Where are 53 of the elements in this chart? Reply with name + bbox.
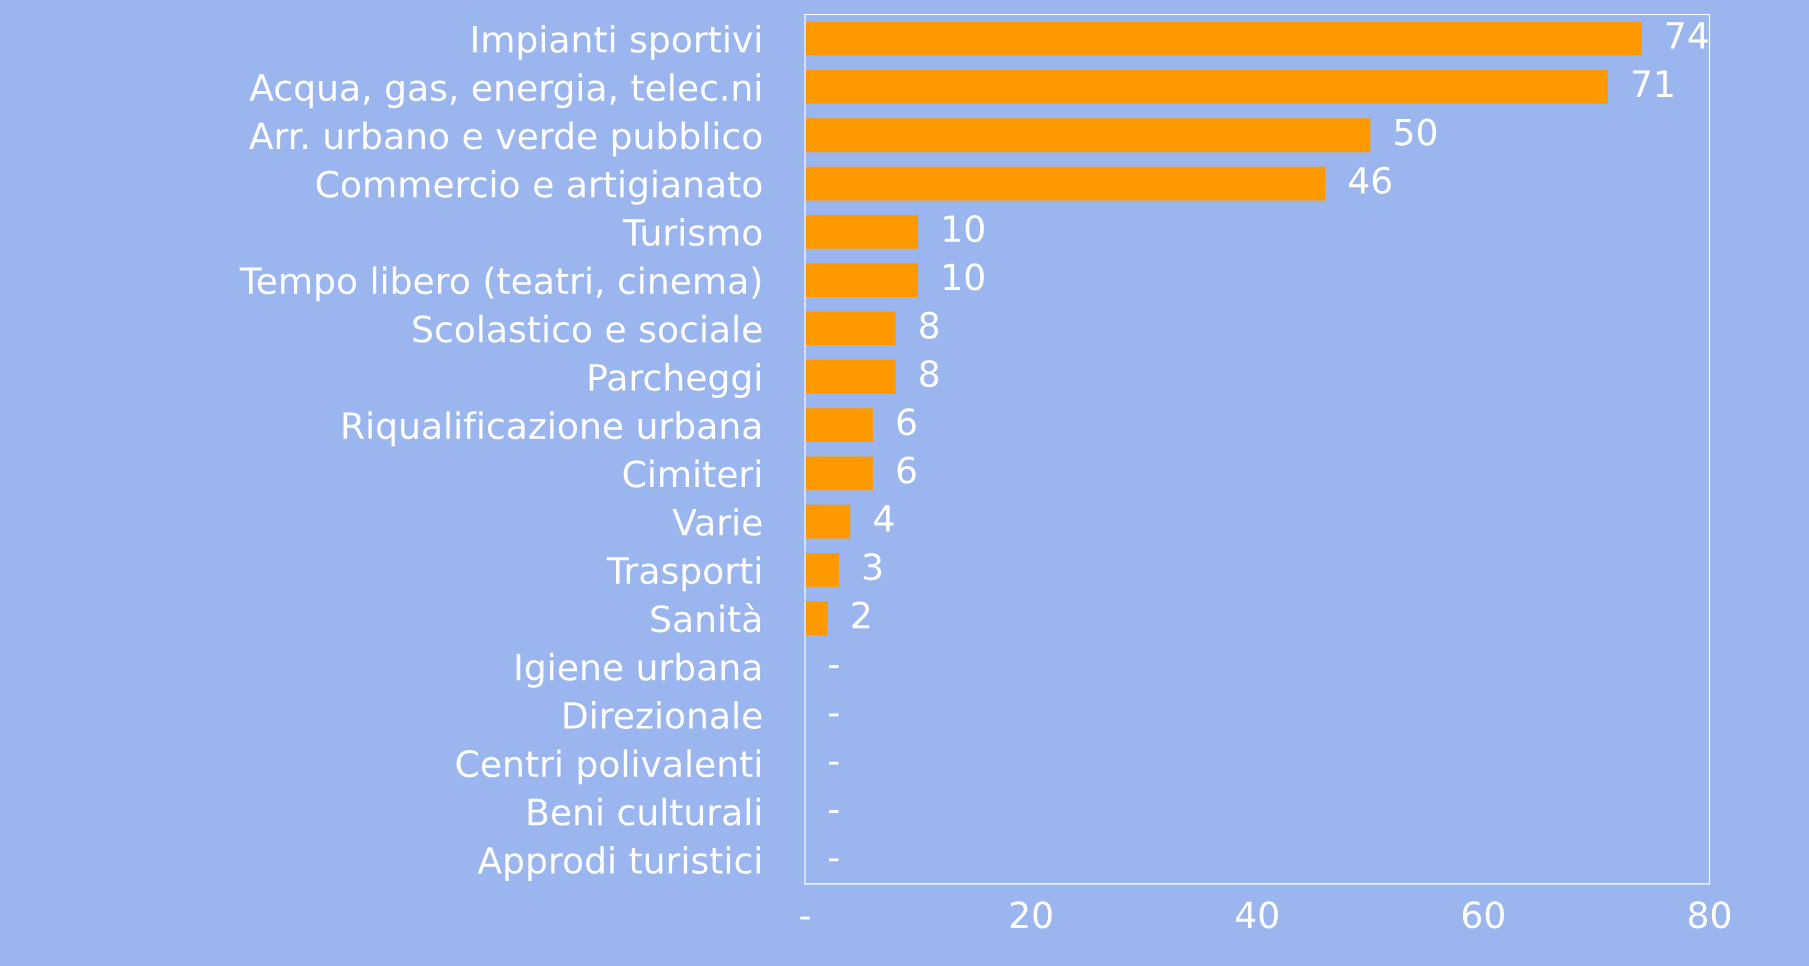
data-label: 10 — [944, 215, 984, 243]
data-label: 10 — [944, 263, 984, 291]
data-label: 46 — [1349, 166, 1391, 195]
y-tick-label: Cimiteri — [623, 459, 760, 488]
data-label: - — [828, 665, 839, 669]
y-tick-label: Tempo libero (teatri, cinema) — [239, 266, 761, 302]
data-label: 8 — [920, 311, 939, 339]
y-tick-label: Acqua, gas, energia, telec.ni — [249, 73, 760, 109]
data-label: 6 — [897, 456, 916, 484]
bar — [805, 70, 1608, 104]
y-tick-label: Commercio e artigianato — [316, 169, 762, 205]
bar — [805, 214, 919, 249]
bar — [805, 166, 1326, 201]
y-tick-label: Riqualificazione urbana — [343, 411, 761, 447]
data-label: - — [828, 858, 839, 862]
x-tick-label: 20 — [1010, 901, 1052, 929]
y-tick-label: Impianti sportivi — [473, 24, 760, 60]
bar — [805, 311, 896, 346]
x-tick-label: 80 — [1688, 901, 1731, 929]
bar — [805, 21, 1642, 56]
x-tick-label: 60 — [1462, 901, 1504, 929]
data-label: 74 — [1666, 22, 1708, 49]
bar — [805, 553, 839, 587]
y-tick-label: Trasporti — [606, 556, 760, 592]
data-label: 8 — [920, 359, 939, 388]
data-label: - — [828, 761, 839, 765]
bar — [805, 456, 873, 491]
bar — [805, 408, 873, 442]
y-tick-label: Parcheggi — [589, 363, 760, 398]
bar — [805, 118, 1371, 153]
y-tick-label: Varie — [672, 507, 762, 536]
y-tick-label: Direzionale — [564, 701, 762, 730]
data-label: - — [828, 810, 839, 813]
data-label: - — [828, 713, 839, 717]
y-tick-label: Centri polivalenti — [456, 749, 760, 785]
x-tick-label: 40 — [1236, 901, 1278, 929]
y-tick-label: Sanità — [651, 603, 761, 633]
y-tick-label: Igiene urbana — [516, 652, 761, 688]
data-label: 3 — [863, 553, 882, 581]
y-tick-label: Beni culturali — [528, 797, 760, 826]
y-tick-label: Scolastico e sociale — [413, 314, 762, 343]
y-tick-label: Arr. urbano e verde pubblico — [249, 121, 762, 157]
data-label: 71 — [1632, 70, 1673, 97]
y-tick-label: Approdi turistici — [477, 846, 760, 881]
bar — [805, 359, 896, 394]
bar — [805, 601, 828, 636]
bar — [805, 263, 919, 298]
y-tick-label: Turismo — [622, 218, 762, 247]
data-label: 2 — [852, 601, 870, 629]
bar — [805, 504, 851, 539]
data-label: 50 — [1395, 118, 1437, 146]
data-label: 6 — [897, 408, 916, 436]
data-label: 4 — [874, 505, 894, 532]
